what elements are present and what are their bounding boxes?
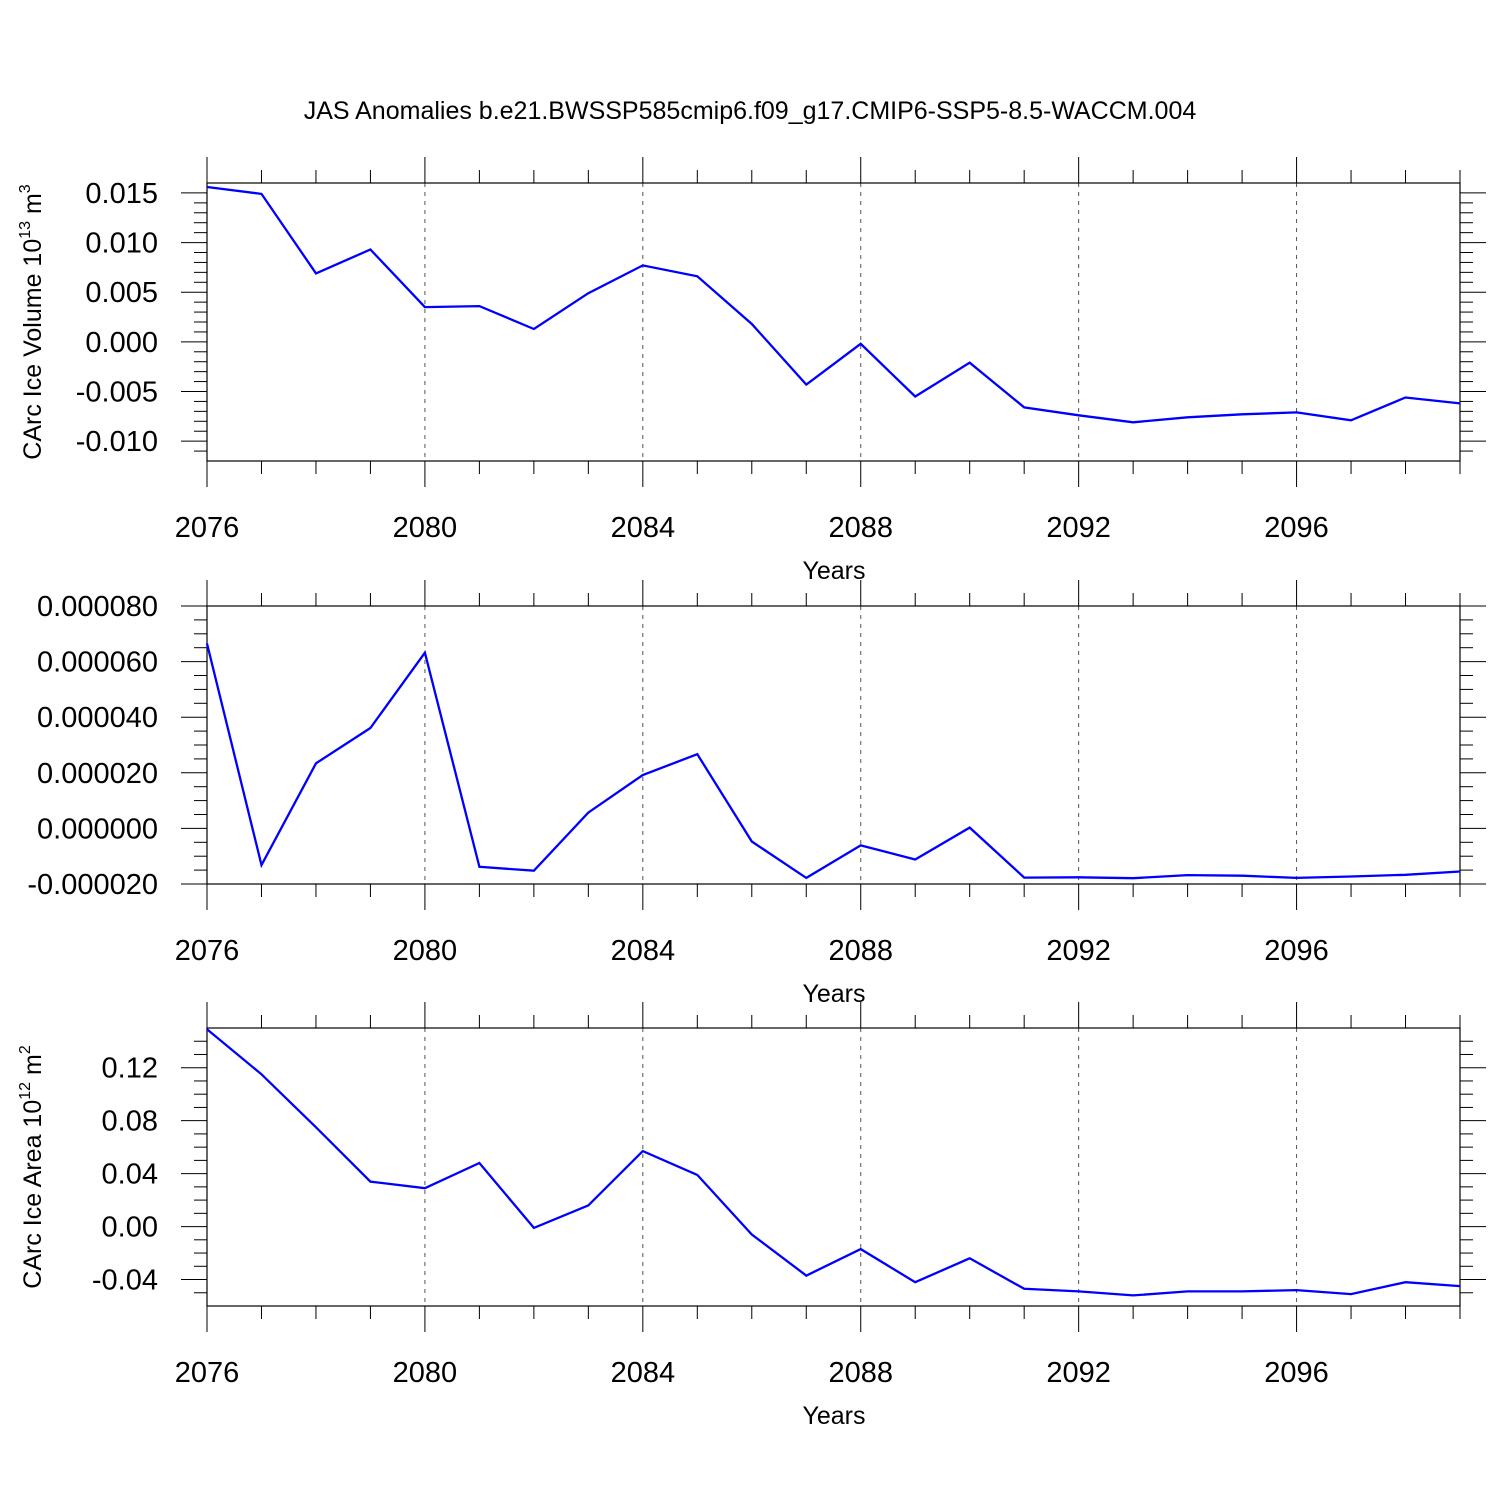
- x-tick-label: 2076: [175, 1357, 240, 1389]
- x-tick-label: 2088: [828, 1357, 893, 1389]
- y-tick-label: 0.000020: [37, 758, 158, 790]
- series-line: [206, 1028, 1461, 1297]
- x-axis-label: Years: [802, 980, 865, 1008]
- x-tick-label: 2096: [1264, 1357, 1329, 1389]
- chart-title: JAS Anomalies b.e21.BWSSP585cmip6.f09_g1…: [304, 97, 1197, 125]
- x-tick-label: 2084: [611, 1357, 676, 1389]
- series-line: [205, 643, 1461, 880]
- y-tick-label: -0.010: [76, 426, 158, 458]
- x-tick-label: 2092: [1046, 935, 1111, 967]
- x-tick-label: 2096: [1264, 935, 1329, 967]
- y-tick-label: 0.010: [85, 228, 158, 260]
- x-tick-label: 2088: [828, 935, 893, 967]
- x-axis-label: Years: [802, 1402, 865, 1430]
- x-tick-label: 2092: [1046, 1357, 1111, 1389]
- x-tick-label: 2088: [828, 512, 893, 544]
- y-tick-label: 0.000040: [37, 702, 158, 734]
- y-axis-label: CArc Ice Area 1012 m2: [17, 1045, 47, 1289]
- y-tick-label: -0.000020: [27, 869, 158, 901]
- y-tick-label: 0.12: [102, 1053, 158, 1085]
- x-tick-label: 2080: [393, 1357, 458, 1389]
- x-tick-label: 2076: [175, 512, 240, 544]
- y-tick-label: -0.005: [76, 377, 158, 409]
- y-tick-label: 0.000000: [37, 813, 158, 845]
- y-tick-label: 0.015: [85, 178, 158, 210]
- panels: 2076 2080 2084 2088 2092 2096 Years 0.015 0.010 0…: [17, 157, 1486, 1430]
- panel-1: 2076 2080 2084 2088 2092 2096 Years 0.015 0.010 0…: [17, 157, 1486, 585]
- x-tick-label: 2092: [1046, 512, 1111, 544]
- x-tick-label: 2076: [175, 935, 240, 967]
- y-tick-label: 0.00: [102, 1212, 158, 1244]
- x-tick-label: 2096: [1264, 512, 1329, 544]
- y-tick-label: 0.000060: [37, 647, 158, 679]
- panel-3: 2076 2080 2084 2088 2092 2096 Years 0.12 0.08 0.0…: [17, 1002, 1486, 1430]
- series-line: [206, 185, 1461, 424]
- y-tick-label: 0.04: [102, 1159, 158, 1191]
- y-axis-label: CArc Ice Volume 1013 m3: [17, 184, 47, 460]
- x-axis-label: Years: [802, 557, 865, 585]
- y-tick-label: 0.005: [85, 277, 158, 309]
- y-tick-label: 0.000080: [37, 591, 158, 623]
- y-tick-label: 0.08: [102, 1106, 158, 1138]
- plot-frame: [206, 1027, 1461, 1307]
- y-tick-label: -0.04: [92, 1265, 158, 1297]
- panel-2: 2076 2080 2084 2088 2092 2096 Years 0.000080 0.0…: [27, 580, 1486, 1008]
- x-tick-label: 2084: [611, 935, 676, 967]
- y-tick-label: 0.000: [85, 327, 158, 359]
- x-tick-label: 2080: [393, 512, 458, 544]
- x-tick-label: 2084: [611, 512, 676, 544]
- x-tick-label: 2080: [393, 935, 458, 967]
